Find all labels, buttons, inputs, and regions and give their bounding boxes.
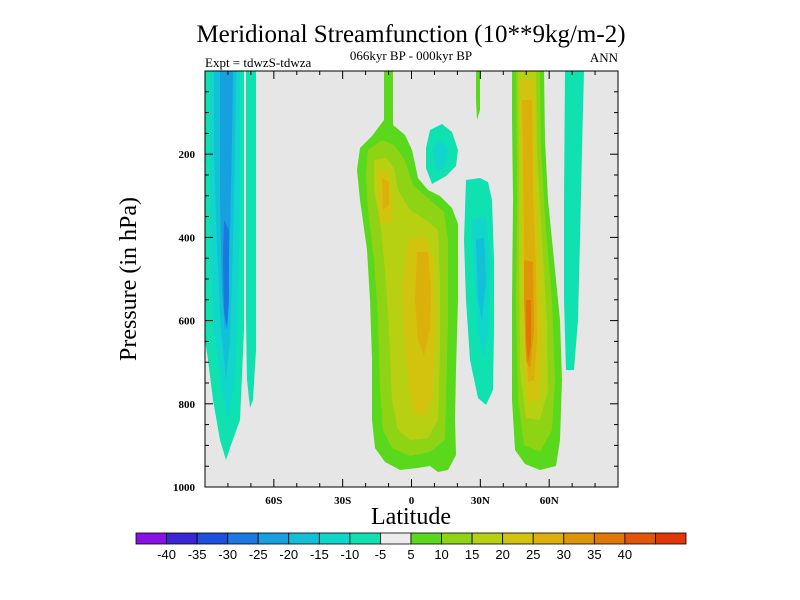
colorbar-box (227, 532, 259, 545)
colorbar-box (135, 532, 167, 545)
colorbar-box (655, 532, 687, 545)
colorbar-box (410, 532, 442, 545)
contour-field (205, 71, 584, 472)
colorbar-label: 25 (526, 547, 540, 562)
contour-neg-5-south-strip (246, 71, 256, 408)
colorbar-box (196, 532, 229, 545)
colorbar-label: -40 (157, 547, 176, 562)
x-tick-label: 60N (540, 495, 559, 507)
y-tick-label: 200 (179, 149, 196, 161)
contour-pos-5-north-thin (476, 71, 480, 120)
colorbar-box (532, 532, 565, 545)
x-tick-label: 30S (334, 495, 351, 507)
chart-subtitle: 066kyr BP - 000kyr BP (350, 48, 472, 63)
colorbar-box (318, 532, 351, 545)
colorbar-label: 20 (495, 547, 509, 562)
x-tick-label: 60S (265, 495, 282, 507)
contour-pos-25-tropics (382, 178, 389, 210)
season-label: ANN (590, 50, 619, 65)
colorbar-label: -25 (249, 547, 268, 562)
y-tick-label: 800 (179, 399, 196, 411)
contour-pos-35-north (526, 300, 531, 362)
colorbar-label: -20 (279, 547, 298, 562)
colorbar-label: 30 (557, 547, 571, 562)
contour-pos-25-tropics-core (415, 252, 431, 356)
colorbar-box (471, 532, 504, 545)
colorbar-label: 10 (434, 547, 448, 562)
colorbar-box (380, 532, 412, 545)
y-axis-label: Pressure (in hPa) (116, 197, 142, 361)
colorbar: -40 -35 -30 -25 -20 -15 -10 -5 5 10 15 20 25 30 35 40 (135, 532, 687, 562)
y-tick-label: 600 (179, 316, 196, 328)
contour-neg-25-south (223, 220, 229, 330)
colorbar-box (593, 532, 626, 545)
colorbar-label: 5 (407, 547, 414, 562)
colorbar-box (349, 532, 381, 545)
contour-neg-5-polar (564, 71, 584, 370)
colorbar-label: -15 (310, 547, 329, 562)
colorbar-box (166, 532, 198, 545)
experiment-label: Expt = tdwzS-tdwza (205, 55, 311, 70)
colorbar-label: 15 (465, 547, 479, 562)
y-axis: 200 400 600 800 1000 (173, 91, 618, 494)
colorbar-label: -30 (218, 547, 237, 562)
contour-neg-10-north-upper (432, 140, 448, 172)
colorbar-box (502, 532, 534, 545)
colorbar-box (624, 532, 656, 545)
colorbar-label: -5 (375, 547, 387, 562)
colorbar-box (288, 532, 320, 545)
colorbar-box (257, 532, 290, 545)
colorbar-label: 40 (618, 547, 632, 562)
chart-title: Meridional Streamfunction (10**9kg/m-2) (196, 21, 625, 48)
colorbar-box (441, 532, 473, 545)
x-axis: 60S 30S 0 30N 60N (227, 71, 596, 507)
x-tick-label: 30N (471, 495, 490, 507)
y-tick-label: 1000 (173, 482, 196, 494)
colorbar-label: -10 (340, 547, 359, 562)
x-axis-label: Latitude (371, 504, 451, 530)
x-tick-label: 0 (409, 495, 415, 507)
colorbar-label: 35 (587, 547, 601, 562)
contour-neg-15-north (476, 238, 486, 320)
y-tick-label: 400 (179, 232, 196, 244)
colorbar-label: -35 (188, 547, 207, 562)
colorbar-box (563, 532, 595, 545)
